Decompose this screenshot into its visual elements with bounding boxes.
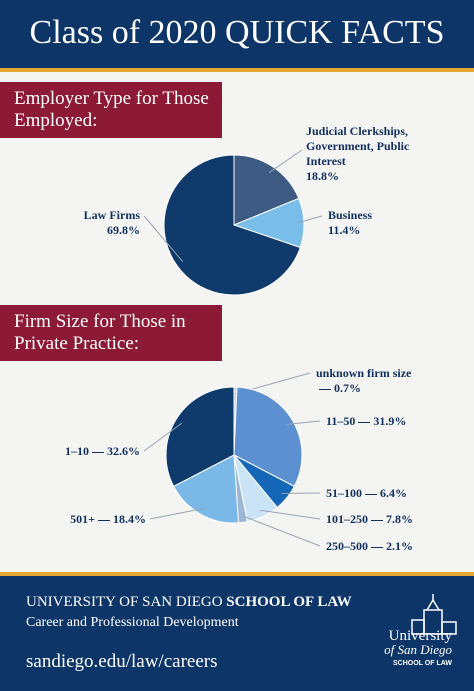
category-label: 501+ <box>70 512 95 526</box>
leader-line <box>143 215 184 263</box>
section-title: Firm Size for Those in Private Practice: <box>0 305 222 361</box>
slice-label: 101–250 7.8% <box>326 512 436 527</box>
slice-label: Business 11.4% <box>328 208 418 238</box>
value-label: 11.4% <box>328 223 361 237</box>
category-label: unknown firm size <box>316 366 412 380</box>
category-label: Judicial Clerkships, Government, Public … <box>306 124 410 168</box>
value-label: 31.9% <box>373 414 407 428</box>
footer-url[interactable]: sandiego.edu/law/careers <box>26 651 218 672</box>
leader-line <box>260 509 321 520</box>
slice-label: Judicial Clerkships, Government, Public … <box>306 124 446 184</box>
section-title: Employer Type for Those Employed: <box>0 82 222 138</box>
slice-label: 51–100 6.4% <box>326 486 436 501</box>
slice-label: 1–10 32.6% <box>20 444 140 459</box>
logo-text: University <box>388 628 452 644</box>
school: SCHOOL OF LAW <box>226 594 352 610</box>
leader-line <box>296 215 323 224</box>
logo-text: SCHOOL OF LAW <box>393 660 452 667</box>
footer-rule <box>0 572 474 576</box>
leader-line <box>281 492 321 495</box>
pie-slice <box>172 454 240 524</box>
logo: University of San Diego SCHOOL OF LAW <box>370 629 452 671</box>
category-label: Business <box>328 208 373 222</box>
leader-line <box>241 515 321 547</box>
slice-label: Law Firms 69.8% <box>40 208 140 238</box>
slice-label: unknown firm size0.7% <box>316 366 416 396</box>
category-label: 51–100 <box>326 486 362 500</box>
footer-department: Career and Professional Development <box>26 615 239 630</box>
pie-slice <box>233 386 303 488</box>
separator <box>371 519 383 521</box>
separator <box>358 421 371 423</box>
page-title: Class of 2020 QUICK FACTS <box>29 14 445 51</box>
pie-slice <box>163 154 301 296</box>
value-label: 69.8% <box>107 223 140 237</box>
category-label: 11–50 <box>326 414 356 428</box>
value-label: 2.1% <box>386 539 413 553</box>
logo-building <box>411 594 457 635</box>
footer-band <box>0 576 474 691</box>
separator <box>319 388 331 390</box>
category-label: 101–250 <box>326 512 368 526</box>
category-label: 250–500 <box>326 539 368 553</box>
leader-line <box>143 422 182 452</box>
logo-text: of San Diego <box>384 642 452 657</box>
leader-line <box>286 420 321 425</box>
university: UNIVERSITY OF SAN DIEGO <box>26 594 223 610</box>
value-label: 32.6% <box>107 444 140 458</box>
leader-line <box>268 149 303 174</box>
slice-label: 250–500 2.1% <box>326 539 436 554</box>
slice-label: 11–50 31.9% <box>326 414 436 429</box>
category-label: 1–10 <box>65 444 89 458</box>
separator <box>365 493 377 495</box>
pie-slice <box>233 154 300 226</box>
value-label: 18.8% <box>306 169 339 183</box>
separator <box>92 451 104 453</box>
footer-university: UNIVERSITY OF SAN DIEGO SCHOOL OF LAW <box>26 594 352 611</box>
slice-label: 501+ 18.4% <box>20 512 146 527</box>
value-label: 18.4% <box>113 512 146 526</box>
category-label: Law Firms <box>83 208 140 222</box>
separator <box>371 546 383 548</box>
value-label: 6.4% <box>380 486 407 500</box>
pie-slice <box>165 386 235 488</box>
header-rule <box>0 68 474 72</box>
leader-line <box>149 507 205 520</box>
header-band <box>0 0 474 68</box>
value-label: 7.8% <box>386 512 413 526</box>
separator <box>98 519 110 521</box>
value-label: 0.7% <box>334 381 361 395</box>
